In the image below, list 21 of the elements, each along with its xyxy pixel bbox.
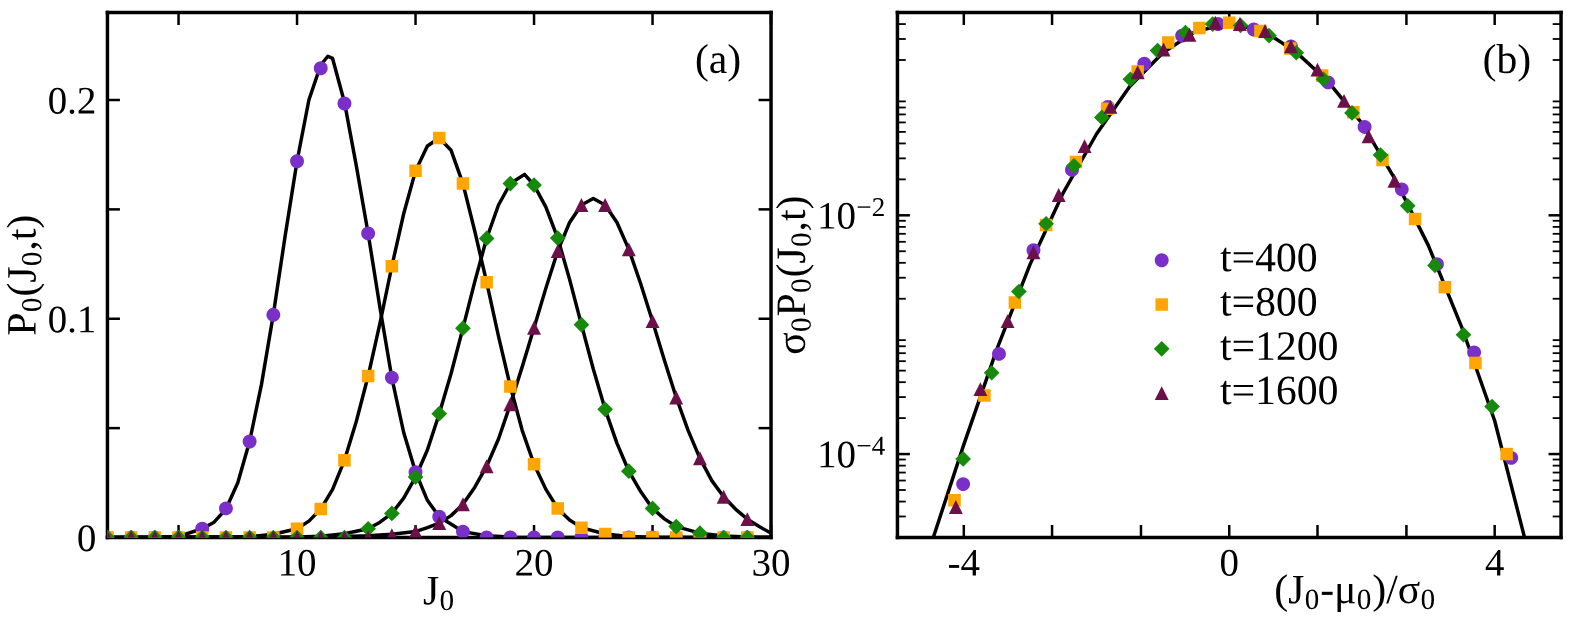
- y-axis-title: P$_{0}$(J$_{0}$,t): [6, 216, 45, 335]
- y-tick-label: 0: [78, 525, 95, 552]
- annotation: (a): [696, 44, 740, 82]
- y-tick-label: 10$^{−2}$: [820, 198, 884, 229]
- x-tick-label: 0: [1221, 549, 1238, 576]
- legend-label: t=800: [1220, 287, 1317, 316]
- y-tick-label: 10$^{−4}$: [820, 436, 885, 468]
- y-tick-label: 0.2: [49, 87, 95, 115]
- x-tick-label: -4: [949, 550, 980, 576]
- x-tick-label: 20: [516, 549, 552, 576]
- annotation: (b): [1484, 44, 1530, 82]
- legend-label: t=1600: [1220, 376, 1337, 405]
- legend-label: t=1200: [1220, 332, 1337, 361]
- y-axis-title: σ$_{0}$P$_{0}$(J$_{0}$,t): [776, 197, 814, 354]
- x-axis-title: (J$_{0}$-μ$_{0}$)/σ$_{0}$: [1276, 574, 1435, 613]
- x-tick-label: 10: [281, 549, 315, 576]
- x-axis-title: J$_{0}$: [423, 576, 454, 611]
- x-tick-label: 30: [753, 549, 789, 576]
- legend-label: t=400: [1220, 243, 1317, 272]
- y-tick-label: 0.1: [49, 306, 94, 333]
- x-tick-label: 4: [1485, 550, 1504, 576]
